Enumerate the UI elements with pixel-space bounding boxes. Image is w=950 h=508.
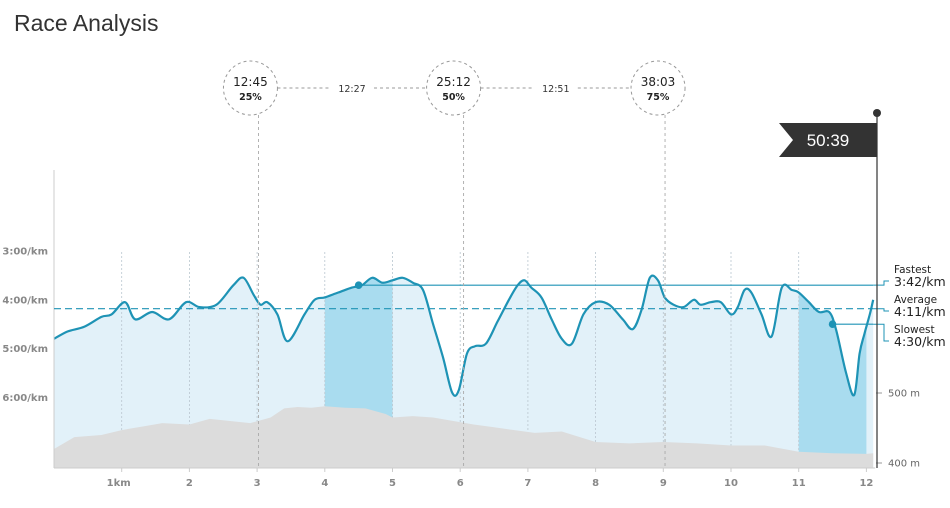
elevation-tick-label: 400 m (888, 459, 920, 470)
x-tick-label: 3 (254, 478, 261, 489)
split-time-2: 25:12 (436, 75, 471, 89)
split-interval-2: 12:51 (542, 84, 569, 95)
fastest-value: 3:42/km (894, 274, 946, 289)
average-label: Average (894, 294, 937, 306)
elevation-tick-label: 500 m (888, 389, 920, 400)
fastest-label: Fastest (894, 264, 931, 276)
finish-flag (779, 123, 877, 157)
average-connector (873, 308, 889, 312)
split-time-3: 38:03 (641, 75, 676, 89)
slowest-connector (873, 323, 889, 342)
split-circle-3 (630, 60, 686, 116)
x-tick-label: 5 (389, 478, 396, 489)
x-tick-label: 11 (792, 478, 806, 489)
slowest-value: 4:30/km (894, 334, 946, 349)
split-circle-1 (222, 60, 278, 116)
page-title: Race Analysis (14, 10, 159, 36)
x-tick-label: 7 (524, 478, 531, 489)
x-tick-label: 9 (660, 478, 667, 489)
slowest-label: Slowest (894, 324, 935, 336)
average-value: 4:11/km (894, 304, 946, 319)
split-percent-3: 75% (647, 92, 670, 103)
x-tick-label: 2 (186, 478, 193, 489)
highlight-km-12 (798, 292, 867, 468)
x-tick-label: 1km (107, 478, 131, 489)
x-tick-label: 8 (592, 478, 599, 489)
finish-pole-top (873, 109, 881, 117)
split-percent-1: 25% (239, 92, 262, 103)
y-tick-label: 3:00/km (2, 247, 48, 258)
y-tick-label: 6:00/km (2, 393, 48, 404)
x-tick-label: 6 (457, 478, 464, 489)
y-tick-label: 4:00/km (2, 295, 48, 306)
x-tick-label: 10 (724, 478, 738, 489)
split-percent-2: 50% (442, 92, 465, 103)
fastest-connector (873, 280, 889, 286)
fastest-marker (354, 281, 363, 289)
x-tick-label: 4 (321, 478, 328, 489)
split-interval-1: 12:27 (338, 84, 365, 95)
split-time-1: 12:45 (233, 75, 268, 89)
y-tick-label: 5:00/km (2, 344, 48, 355)
finish-time: 50:39 (807, 131, 850, 150)
slowest-marker (828, 320, 837, 329)
x-tick-label: 12 (859, 478, 873, 489)
